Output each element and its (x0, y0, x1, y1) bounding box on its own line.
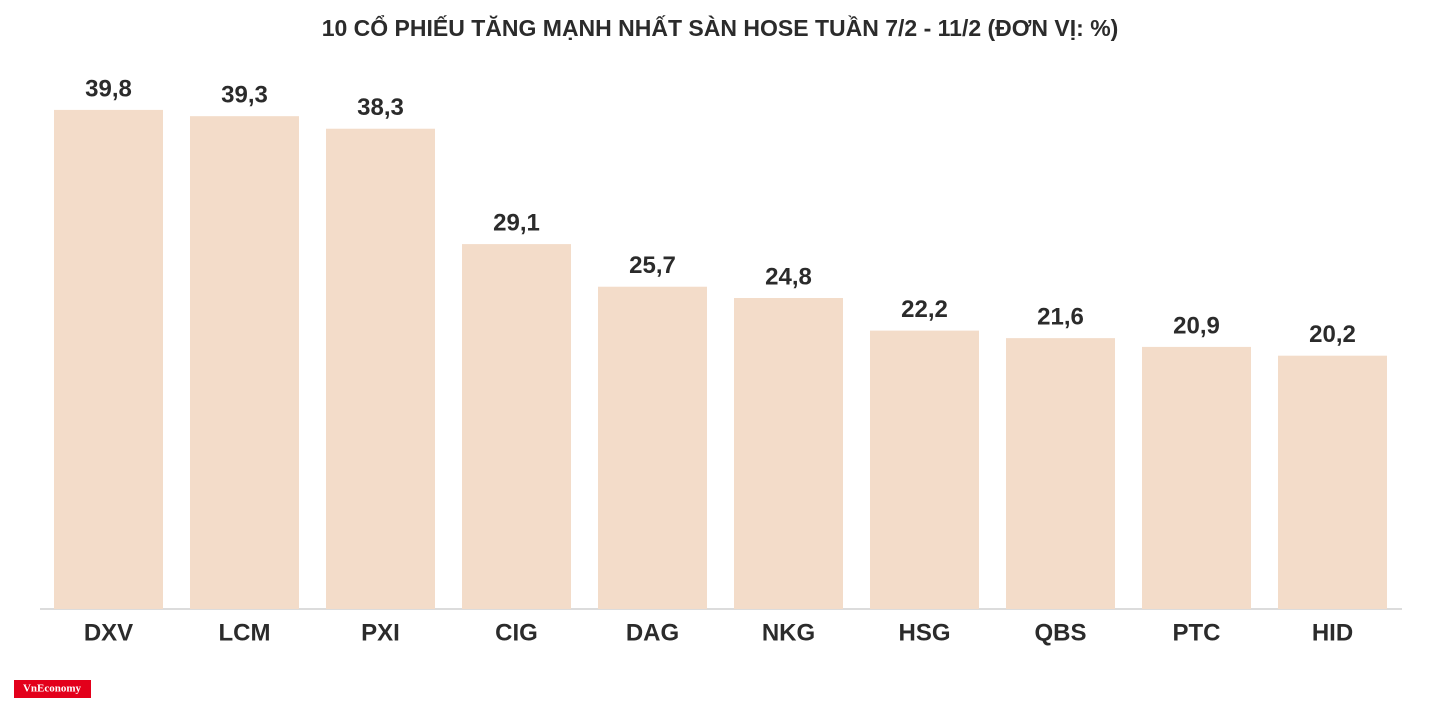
value-label: 25,7 (629, 252, 676, 279)
bar (870, 330, 979, 609)
chart-title: 10 CỔ PHIẾU TĂNG MẠNH NHẤT SÀN HOSE TUẦN… (322, 14, 1119, 41)
bar (326, 128, 435, 609)
x-tick-label: DAG (626, 619, 679, 646)
x-tick-label: LCM (219, 619, 271, 646)
bar (1142, 346, 1251, 609)
x-tick-label: DXV (84, 619, 133, 646)
bar (190, 116, 299, 609)
x-tick-label: PTC (1173, 619, 1221, 646)
value-label: 21,6 (1037, 303, 1084, 330)
bar (1278, 355, 1387, 609)
x-tick-label: NKG (762, 619, 815, 646)
x-tick-label: HSG (898, 619, 950, 646)
value-label: 39,3 (221, 82, 268, 109)
logo-box (14, 680, 91, 698)
value-label: 29,1 (493, 209, 540, 236)
value-label: 38,3 (357, 94, 404, 121)
x-tick-label: CIG (495, 619, 538, 646)
value-label: 20,2 (1309, 321, 1356, 348)
x-tick-label: HID (1312, 619, 1353, 646)
bar (462, 244, 571, 609)
x-tick-label: PXI (361, 619, 400, 646)
bar (734, 298, 843, 609)
value-label: 22,2 (901, 296, 948, 323)
value-label: 39,8 (85, 75, 132, 102)
logo: VnEconomy (23, 683, 82, 695)
value-label: 24,8 (765, 263, 812, 290)
bar (598, 286, 707, 609)
bar (54, 109, 163, 610)
bar (1006, 338, 1115, 609)
x-tick-label: QBS (1034, 619, 1086, 646)
value-label: 20,9 (1173, 312, 1220, 339)
